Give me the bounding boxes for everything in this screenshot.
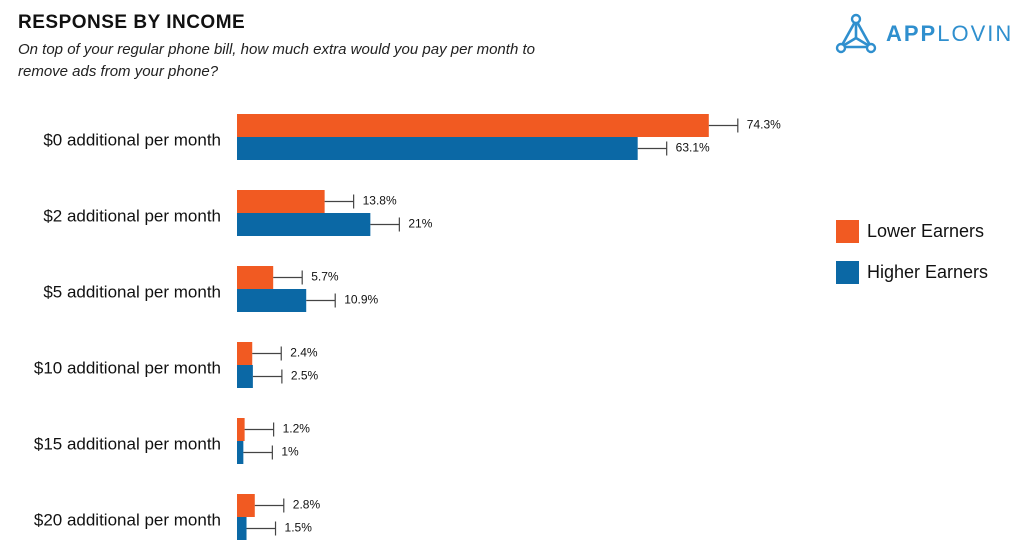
- brand-name-light: LOVIN: [937, 21, 1014, 46]
- bar-higher-earners: [237, 213, 371, 236]
- bar-higher-earners: [237, 137, 638, 160]
- data-label: 2.4%: [290, 346, 318, 360]
- category-label: $15 additional per month: [34, 434, 221, 453]
- category-label: $2 additional per month: [43, 206, 221, 225]
- legend-label-lower-earners: Lower Earners: [867, 220, 985, 241]
- bar-lower-earners: [237, 494, 255, 517]
- legend: Lower Earners Higher Earners: [836, 218, 988, 300]
- brand-name: APPLOVIN: [886, 21, 1013, 47]
- legend-item-higher-earners: Higher Earners: [836, 259, 988, 285]
- data-label: 13.8%: [363, 194, 397, 208]
- chart-subtitle: On top of your regular phone bill, how m…: [18, 41, 535, 80]
- bar-lower-earners: [237, 418, 245, 441]
- category-label: $20 additional per month: [34, 510, 221, 529]
- data-label: 21%: [408, 217, 432, 231]
- category-label: $5 additional per month: [43, 282, 221, 301]
- bar-lower-earners: [237, 114, 709, 137]
- data-label: 1.2%: [283, 422, 311, 436]
- bar-lower-earners: [237, 190, 325, 213]
- chart-title: RESPONSE BY INCOME: [18, 12, 246, 33]
- bar-higher-earners: [237, 365, 253, 388]
- bar-higher-earners: [237, 441, 244, 464]
- data-label: 63.1%: [676, 141, 710, 155]
- legend-label-higher-earners: Higher Earners: [867, 261, 989, 282]
- brand-name-bold: APP: [886, 21, 938, 46]
- data-label: 74.3%: [747, 118, 781, 132]
- legend-item-lower-earners: Lower Earners: [836, 218, 988, 244]
- legend-swatch-lower-earners: [836, 219, 859, 243]
- legend-swatch-higher-earners: [836, 260, 859, 284]
- data-label: 1.5%: [285, 521, 313, 535]
- category-label: $10 additional per month: [34, 358, 221, 377]
- bar-higher-earners: [237, 517, 247, 540]
- data-label: 5.7%: [311, 270, 339, 284]
- category-label: $0 additional per month: [43, 130, 221, 149]
- applovin-triangle-icon: [835, 13, 877, 54]
- data-label: 10.9%: [344, 293, 378, 307]
- data-label: 1%: [281, 445, 299, 459]
- bar-lower-earners: [237, 266, 274, 289]
- bar-lower-earners: [237, 342, 253, 365]
- data-label: 2.5%: [291, 369, 319, 383]
- applovin-logo: APPLOVIN: [834, 12, 1013, 56]
- bar-higher-earners: [237, 289, 307, 312]
- data-label: 2.8%: [293, 498, 321, 512]
